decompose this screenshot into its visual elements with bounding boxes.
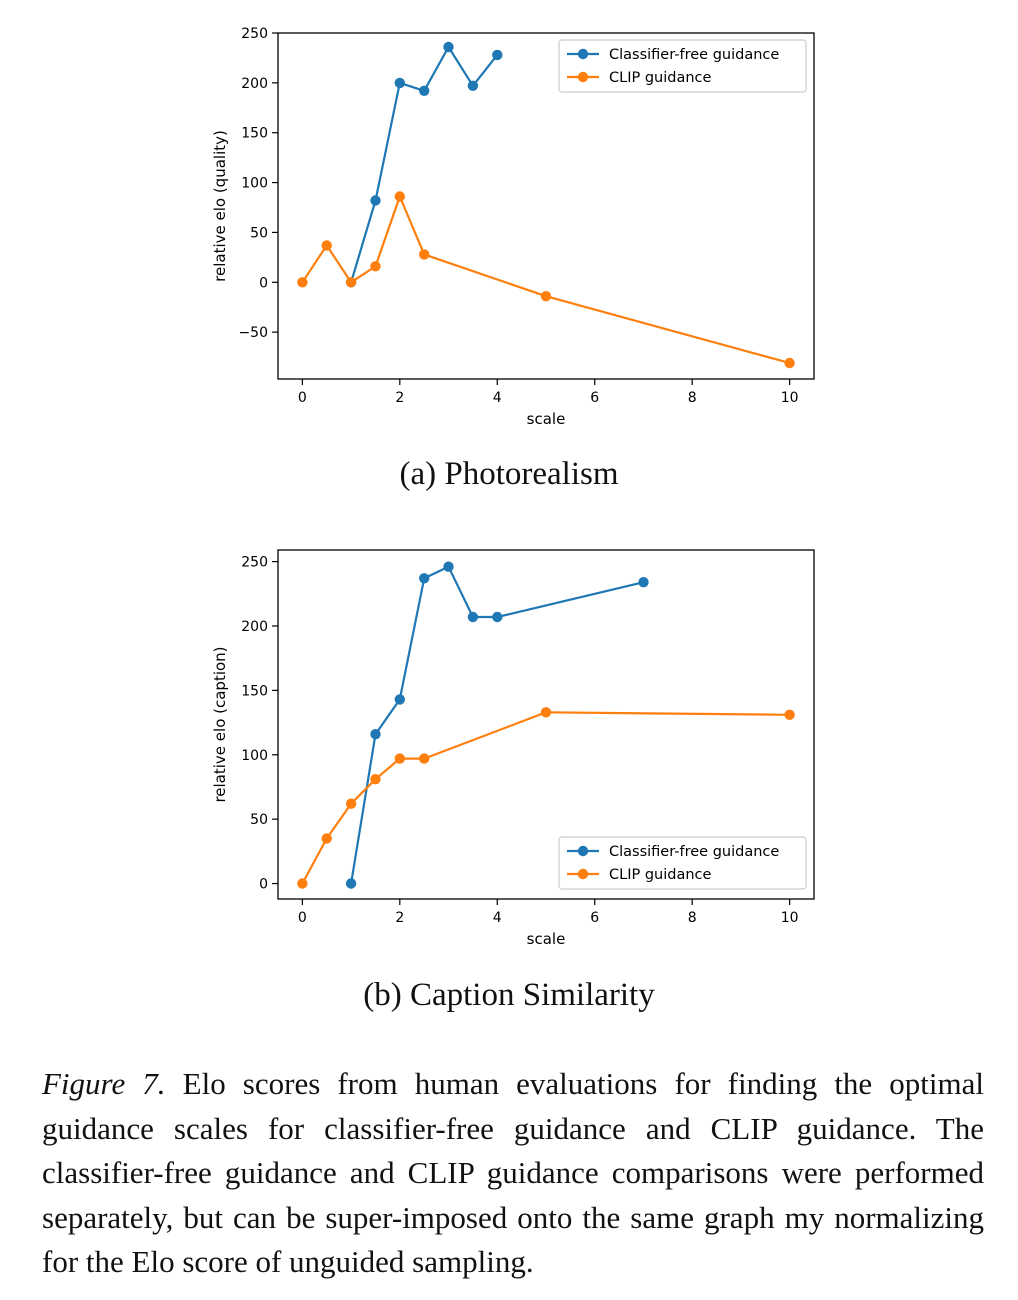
data-point bbox=[321, 833, 332, 844]
y-tick-label: 250 bbox=[241, 26, 268, 42]
data-point bbox=[492, 49, 503, 61]
subcaption-caption-similarity: (b) Caption Similarity bbox=[363, 977, 655, 1013]
legend-label: CLIP guidance bbox=[609, 70, 712, 86]
data-point bbox=[345, 878, 357, 889]
y-tick-label: 200 bbox=[241, 619, 268, 635]
legend-label: Classifier-free guidance bbox=[609, 47, 779, 63]
legend-marker bbox=[577, 48, 589, 60]
figure-caption-text: Elo scores from human evaluations for fi… bbox=[42, 1066, 984, 1279]
data-point bbox=[370, 729, 381, 740]
data-point bbox=[321, 240, 332, 251]
x-tick-label: 10 bbox=[781, 390, 799, 406]
x-tick-label: 2 bbox=[395, 910, 404, 926]
data-point bbox=[297, 277, 308, 288]
y-tick-label: 250 bbox=[241, 555, 268, 571]
y-axis-label: relative elo (quality) bbox=[211, 130, 229, 282]
x-axis-label: scale bbox=[527, 410, 566, 428]
x-tick-label: 0 bbox=[298, 910, 307, 926]
legend-box bbox=[558, 39, 807, 93]
series-line-1 bbox=[301, 711, 790, 885]
data-point bbox=[540, 707, 552, 718]
subcaption-photorealism: (a) Photorealism bbox=[399, 456, 619, 492]
y-tick-label: 50 bbox=[250, 812, 268, 828]
x-tick-label: 6 bbox=[590, 390, 599, 406]
y-tick-label: 100 bbox=[241, 748, 268, 764]
x-tick-label: 8 bbox=[688, 910, 697, 926]
data-point bbox=[394, 191, 405, 202]
figure-caption: Figure 7. Elo scores from human evaluati… bbox=[42, 1062, 984, 1285]
y-tick-label: 0 bbox=[259, 877, 268, 893]
data-point bbox=[419, 573, 430, 584]
plot-frame bbox=[277, 549, 815, 900]
data-point bbox=[467, 611, 479, 623]
x-axis-label: scale bbox=[527, 930, 566, 948]
y-tick-label: 150 bbox=[241, 683, 268, 699]
data-point bbox=[784, 709, 795, 720]
y-tick-label: 50 bbox=[250, 225, 268, 241]
legend-marker bbox=[577, 71, 589, 83]
data-point bbox=[394, 753, 405, 764]
x-tick-label: 8 bbox=[688, 390, 697, 406]
data-point bbox=[370, 261, 381, 272]
data-point bbox=[394, 77, 405, 89]
series-line-1 bbox=[301, 195, 790, 365]
x-tick-label: 4 bbox=[493, 910, 502, 926]
data-point bbox=[540, 291, 552, 302]
chart-photorealism: 0 2 4 6 8 10 −50 0 50 100 150 200 250 scale relative e… bbox=[211, 26, 815, 428]
x-tick-label: 0 bbox=[298, 390, 307, 406]
data-point bbox=[467, 80, 479, 92]
x-tick-label: 4 bbox=[493, 390, 502, 406]
data-point bbox=[394, 694, 405, 705]
legend-box bbox=[558, 836, 807, 890]
legend-marker bbox=[577, 845, 589, 857]
data-point bbox=[370, 774, 381, 785]
data-point bbox=[345, 798, 357, 809]
figure-label: Figure 7. bbox=[42, 1066, 166, 1101]
x-tick-label: 6 bbox=[590, 910, 599, 926]
x-tick-label: 2 bbox=[395, 390, 404, 406]
data-point bbox=[297, 878, 308, 889]
data-point bbox=[370, 195, 381, 206]
y-tick-label: 100 bbox=[241, 176, 268, 192]
plot-frame bbox=[277, 32, 815, 380]
data-point bbox=[419, 753, 430, 764]
legend-label: CLIP guidance bbox=[609, 867, 712, 883]
data-point bbox=[345, 277, 357, 288]
data-point bbox=[638, 577, 649, 588]
data-point bbox=[784, 357, 795, 369]
data-point bbox=[419, 249, 430, 260]
y-tick-label: 0 bbox=[259, 275, 268, 291]
x-tick-label: 10 bbox=[781, 910, 799, 926]
legend-marker bbox=[577, 868, 589, 880]
legend-label: Classifier-free guidance bbox=[609, 844, 779, 860]
y-tick-label: 200 bbox=[241, 76, 268, 92]
data-point bbox=[443, 561, 454, 572]
y-axis-label: relative elo (caption) bbox=[211, 646, 229, 802]
data-point bbox=[443, 41, 454, 53]
data-point bbox=[419, 85, 430, 97]
data-point bbox=[492, 611, 503, 623]
y-tick-label: 150 bbox=[241, 126, 268, 142]
y-tick-label: −50 bbox=[238, 325, 268, 341]
